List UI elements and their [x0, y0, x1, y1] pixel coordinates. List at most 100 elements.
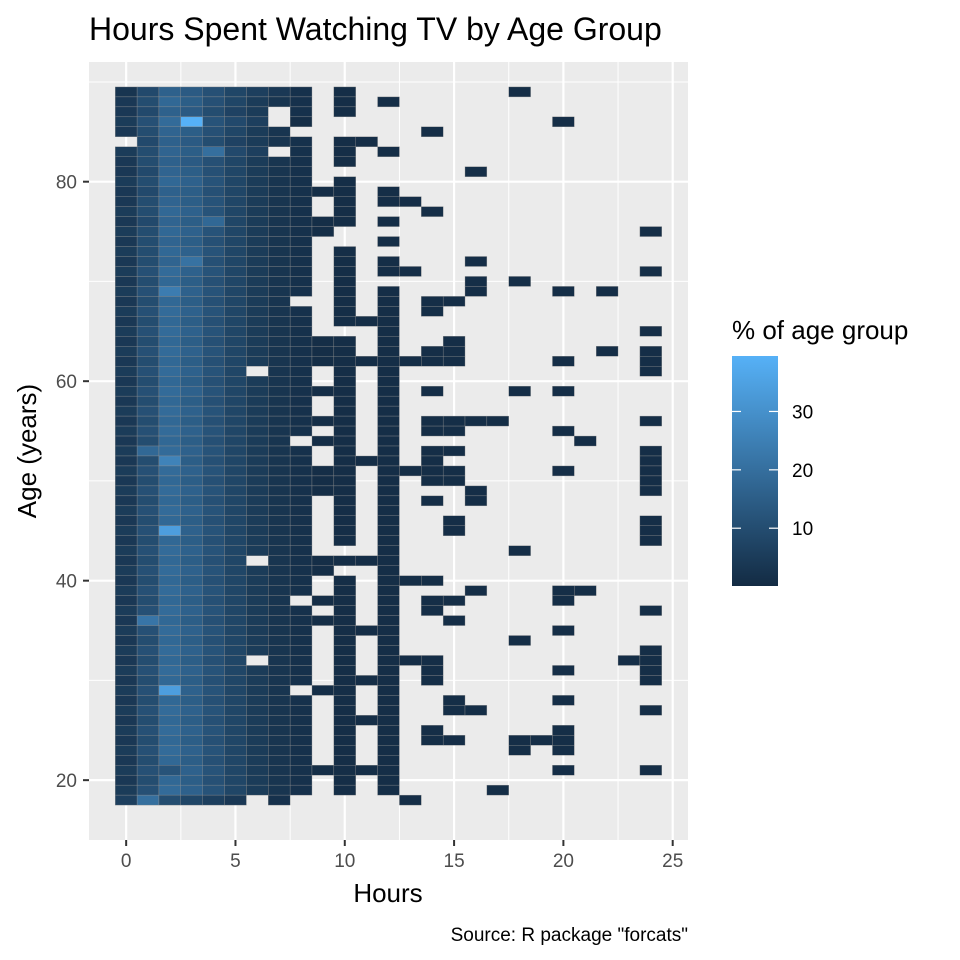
heatmap-cell [115, 216, 138, 227]
heatmap-cell [202, 356, 225, 367]
heatmap-cell [289, 485, 313, 497]
heatmap-cell [115, 146, 138, 157]
heatmap-cell [268, 555, 291, 566]
heatmap-cell [158, 206, 181, 217]
heatmap-cell [136, 216, 160, 227]
heatmap-cell [115, 166, 138, 177]
heatmap-cell [464, 276, 488, 287]
heatmap-cell [202, 385, 225, 397]
heatmap-cell [289, 166, 313, 177]
heatmap-cell [421, 495, 444, 507]
heatmap-cell [333, 306, 356, 317]
heatmap-cell [224, 306, 247, 317]
heatmap-cell [333, 485, 356, 497]
heatmap-cell [421, 206, 444, 217]
heatmap-cell [180, 276, 203, 287]
heatmap-cell [311, 216, 335, 227]
heatmap-cell [136, 316, 160, 327]
heatmap-cell [224, 655, 247, 666]
heatmap-cell [115, 316, 138, 327]
heatmap-cell [158, 515, 181, 526]
heatmap-cell [421, 665, 444, 676]
heatmap-cell [552, 725, 575, 736]
heatmap-cell [202, 455, 225, 467]
heatmap-cell [552, 695, 575, 706]
heatmap-cell [289, 146, 313, 157]
heatmap-cell [202, 765, 225, 776]
heatmap-cell [136, 715, 160, 726]
heatmap-cell [268, 525, 291, 536]
heatmap-cell [377, 266, 400, 277]
heatmap-cell [268, 535, 291, 546]
heatmap-cell [224, 745, 247, 756]
heatmap-cell [202, 635, 225, 646]
heatmap-cell [289, 136, 313, 147]
heatmap-cell [246, 625, 269, 636]
heatmap-cell [268, 425, 291, 437]
heatmap-cell [224, 535, 247, 546]
heatmap-cell [377, 385, 400, 397]
heatmap-cell [333, 376, 356, 387]
x-axis-title: Hours [353, 878, 422, 908]
heatmap-cell [136, 565, 160, 576]
heatmap-cell [224, 635, 247, 646]
heatmap-cell [246, 86, 269, 98]
heatmap-cell [333, 96, 356, 108]
heatmap-cell [158, 296, 181, 307]
heatmap-cell [268, 166, 291, 177]
x-tick-label: 5 [230, 851, 241, 872]
heatmap-cell [115, 665, 138, 676]
heatmap-cell [377, 595, 400, 606]
heatmap-cell [639, 356, 662, 367]
heatmap-cell [158, 266, 181, 277]
heatmap-cell [289, 86, 313, 98]
heatmap-cell [268, 765, 291, 776]
heatmap-cell [158, 176, 181, 187]
heatmap-cell [202, 545, 225, 556]
heatmap-cell [136, 96, 160, 108]
heatmap-cell [202, 505, 225, 517]
heatmap-cell [377, 765, 400, 776]
heatmap-cell [333, 685, 356, 696]
heatmap-cell [202, 725, 225, 736]
heatmap-cell [268, 655, 291, 666]
heatmap-cell [136, 784, 160, 796]
heatmap-cell [333, 435, 356, 447]
heatmap-cell [180, 176, 203, 187]
heatmap-cell [377, 635, 400, 646]
heatmap-cell [268, 266, 291, 277]
heatmap-cell [268, 186, 291, 197]
heatmap-cell [268, 455, 291, 467]
heatmap-cell [180, 96, 203, 108]
heatmap-cell [246, 316, 269, 327]
heatmap-cell [246, 755, 269, 766]
heatmap-cell [180, 465, 203, 477]
heatmap-cell [311, 565, 335, 576]
y-tick-label: 80 [56, 173, 77, 194]
heatmap-cell [158, 116, 181, 128]
heatmap-cell [639, 326, 662, 337]
heatmap-cell [268, 226, 291, 237]
heatmap-cell [158, 445, 181, 457]
heatmap-cell [268, 86, 291, 98]
heatmap-cell [246, 136, 269, 147]
heatmap-cell [377, 405, 400, 417]
heatmap-cell [180, 306, 203, 317]
heatmap-cell [377, 356, 400, 367]
heatmap-cell [333, 645, 356, 656]
heatmap-cell [421, 346, 444, 357]
heatmap-cell [115, 715, 138, 726]
heatmap-cell [180, 735, 203, 746]
heatmap-cell [333, 525, 356, 536]
heatmap-cell [115, 735, 138, 746]
heatmap-cell [246, 435, 269, 447]
heatmap-cell [180, 156, 203, 167]
heatmap-cell [333, 465, 356, 477]
heatmap-cell [180, 585, 203, 596]
heatmap-cell [421, 425, 444, 437]
heatmap-cell [224, 735, 247, 746]
heatmap-cell [355, 316, 378, 327]
heatmap-cell [180, 326, 203, 337]
heatmap-cell [289, 774, 313, 786]
heatmap-cell [115, 455, 138, 467]
